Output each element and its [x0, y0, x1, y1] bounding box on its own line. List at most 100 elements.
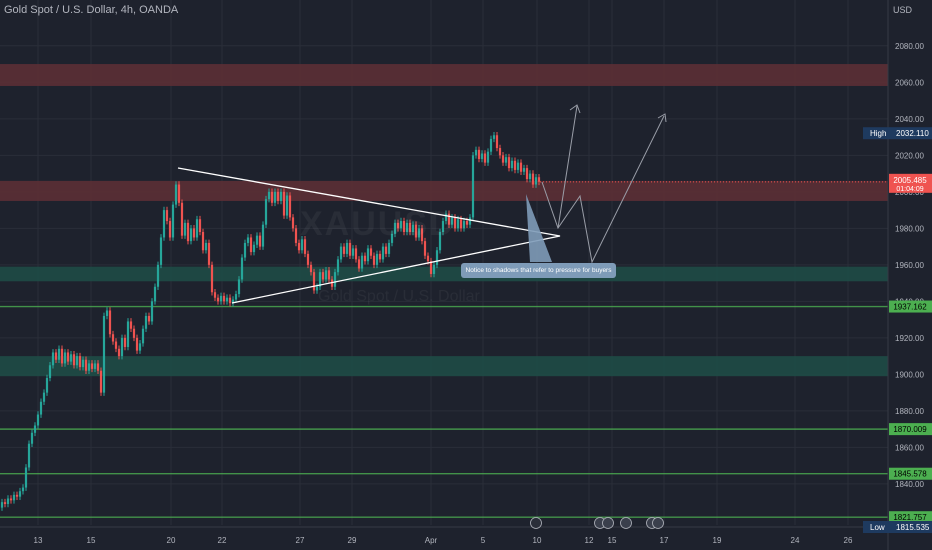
candle-body [114, 341, 118, 349]
low-value: 1815.535 [896, 523, 930, 532]
candle-body [489, 138, 493, 152]
candle-body [78, 356, 82, 368]
time-tick-label: Apr [425, 536, 438, 545]
time-tick-label: 17 [660, 536, 669, 545]
candle-body [321, 272, 325, 280]
projection-path [541, 115, 665, 264]
time-tick-label: 15 [87, 536, 96, 545]
chart-title: Gold Spot / U.S. Dollar, 4h, OANDA [4, 4, 179, 16]
candle-body [225, 297, 229, 302]
candle-body [534, 177, 538, 185]
candle-body [339, 246, 343, 260]
candle-body [519, 162, 523, 172]
candle-body [258, 235, 262, 247]
current-price-label: 2005.485 [893, 176, 927, 185]
candle-body [192, 228, 196, 238]
time-tick-label: 22 [218, 536, 227, 545]
candle-body [153, 286, 157, 302]
time-tick-label: 13 [34, 536, 43, 545]
price-tick-label: 2020.00 [895, 151, 924, 160]
candle-body [477, 149, 481, 159]
candle-body [351, 248, 355, 256]
candle-body [231, 299, 235, 304]
candle-body [129, 321, 133, 329]
candle-body [279, 191, 283, 201]
candle-body [132, 328, 136, 338]
candle-body [528, 173, 532, 180]
candle-body [135, 337, 139, 351]
candle-body [474, 149, 478, 156]
candle-body [186, 222, 190, 242]
resistance-zone [0, 64, 888, 86]
candle-body [423, 241, 427, 256]
zones [0, 64, 888, 377]
level-price-label: 1870.009 [893, 425, 927, 434]
candle-body [429, 261, 433, 274]
candle-body [363, 255, 367, 262]
candle-body [411, 224, 415, 232]
candle-body [537, 177, 541, 182]
candle-body [432, 264, 436, 274]
candle-body [399, 221, 403, 229]
candle-body [138, 343, 142, 351]
triangle-pattern [177, 167, 561, 304]
candle-body [87, 363, 91, 371]
candle-body [12, 494, 16, 501]
candle-body [6, 498, 10, 504]
candle-body [27, 443, 31, 468]
candle-body [450, 217, 454, 225]
candle-body [111, 334, 115, 342]
time-tick-label: 29 [348, 536, 357, 545]
candle-body [144, 315, 148, 329]
candle-body [441, 221, 445, 232]
candle-body [165, 210, 169, 222]
candle-body [507, 157, 511, 169]
candles [0, 131, 541, 511]
candle-body [168, 221, 172, 238]
candle-body [387, 242, 391, 254]
candle-body [150, 301, 154, 322]
candle-body [246, 237, 250, 243]
candle-body [273, 191, 277, 203]
candle-body [24, 467, 28, 488]
event-icon [530, 517, 542, 529]
candle-body [468, 217, 472, 225]
candle-body [159, 237, 163, 265]
support-zone [0, 356, 888, 377]
candle-body [438, 231, 442, 251]
candle-body [117, 348, 121, 357]
candle-body [495, 135, 499, 149]
level-price-label: 1821.757 [893, 513, 927, 522]
candle-body [216, 297, 220, 302]
annotation-note[interactable]: Notice to shadows that refer to pressure… [461, 263, 616, 278]
drawings [177, 104, 667, 304]
candle-body [357, 259, 361, 269]
candle-body [33, 425, 37, 433]
candle-body [510, 160, 514, 169]
candle-body [513, 160, 517, 170]
price-axis[interactable]: 1840.001860.001880.001900.001920.001940.… [887, 0, 924, 550]
candle-body [348, 242, 352, 256]
candle-body [234, 294, 238, 300]
countdown-label: 01:04:09 [896, 186, 923, 193]
time-tick-label: 12 [585, 536, 594, 545]
watermark-name: Gold Spot / U.S. Dollar [318, 288, 480, 305]
candle-body [201, 231, 205, 251]
candle-body [504, 157, 508, 163]
candle-body [48, 365, 52, 379]
candle-body [18, 491, 22, 497]
candle-body [372, 255, 376, 265]
candle-body [108, 310, 112, 335]
candle-body [195, 219, 199, 238]
candle-body [390, 233, 394, 243]
time-axis[interactable]: 13 15 20 22 27 29 Apr 5 10 12 15 17 19 24 26 [0, 517, 888, 546]
candle-body [60, 348, 64, 364]
candle-body [99, 370, 103, 393]
level-price-tag [889, 511, 932, 524]
low-label: Low [870, 523, 885, 532]
candle-body [72, 354, 76, 366]
watermark-symbol: XAUUSD [300, 205, 456, 243]
candle-body [393, 222, 397, 234]
candle-body [276, 191, 280, 201]
